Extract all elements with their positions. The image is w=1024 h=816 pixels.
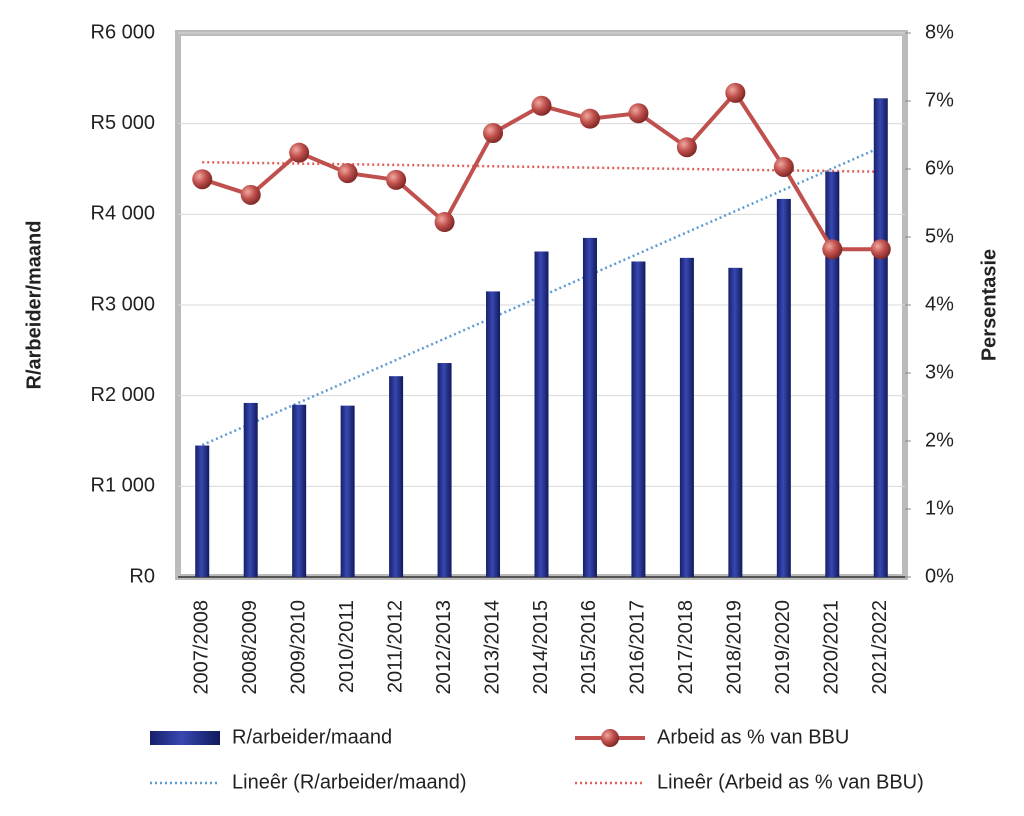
y2-tick-label: 3% — [925, 361, 954, 383]
marker — [434, 212, 455, 233]
x-tick-label: 2020/2021 — [821, 600, 843, 695]
x-tick-label: 2014/2015 — [530, 600, 552, 695]
x-tick-label: 2018/2019 — [724, 600, 746, 695]
y-tick-label: R5 000 — [91, 112, 156, 134]
marker — [822, 239, 843, 260]
x-tick-label: 2021/2022 — [869, 600, 891, 695]
bar — [340, 405, 355, 577]
bar — [873, 98, 888, 577]
y-tick-label: R1 000 — [91, 475, 156, 497]
marker — [289, 142, 310, 163]
y-tick-label: R3 000 — [91, 293, 156, 315]
marker — [192, 169, 213, 190]
y2-tick-label: 0% — [925, 565, 954, 587]
bar — [292, 404, 307, 577]
legend-marker — [601, 729, 619, 747]
bar — [243, 402, 258, 577]
y-tick-label: R6 000 — [91, 21, 156, 43]
y-axis-title: R/arbeider/maand — [23, 221, 45, 390]
legend-swatch — [150, 731, 220, 745]
x-tick-label: 2009/2010 — [287, 600, 309, 695]
y2-axis-title: Persentasie — [978, 249, 1000, 361]
bar — [679, 257, 694, 577]
x-tick-label: 2015/2016 — [578, 600, 600, 695]
bar — [486, 291, 501, 577]
x-tick-label: 2007/2008 — [191, 600, 213, 695]
y2-tick-label: 6% — [925, 157, 954, 179]
marker — [483, 122, 504, 143]
marker — [337, 163, 358, 184]
y2-tick-label: 2% — [925, 429, 954, 451]
trendline — [202, 160, 881, 173]
bar — [631, 261, 646, 577]
y-tick-label: R4 000 — [91, 203, 156, 225]
bar — [437, 363, 452, 577]
bar — [582, 237, 597, 577]
y2-tick-label: 5% — [925, 225, 954, 247]
legend-label: Lineêr (R/arbeider/maand) — [232, 771, 467, 793]
marker — [676, 137, 697, 158]
y2-tick-label: 1% — [925, 497, 954, 519]
marker — [870, 239, 891, 260]
x-tick-label: 2019/2020 — [772, 600, 794, 695]
x-tick-label: 2011/2012 — [384, 600, 406, 693]
marker — [531, 95, 552, 116]
marker — [579, 108, 600, 129]
x-tick-label: 2017/2018 — [675, 600, 697, 695]
y-tick-label: R2 000 — [91, 384, 156, 406]
bar — [389, 376, 404, 577]
x-tick-label: 2012/2013 — [433, 600, 455, 695]
marker — [240, 184, 261, 205]
bar — [776, 198, 791, 578]
bar — [728, 267, 743, 577]
bar — [195, 445, 210, 577]
y2-tick-label: 4% — [925, 293, 954, 315]
y2-tick-label: 7% — [925, 89, 954, 111]
marker — [773, 156, 794, 177]
marker — [725, 82, 746, 103]
y-tick-label: R0 — [129, 565, 155, 587]
legend-label: R/arbeider/maand — [232, 726, 392, 748]
marker — [628, 103, 649, 124]
legend-label: Lineêr (Arbeid as % van BBU) — [657, 771, 924, 793]
x-tick-label: 2016/2017 — [627, 600, 649, 695]
legend-label: Arbeid as % van BBU — [657, 726, 849, 748]
bar — [534, 251, 549, 578]
bar — [825, 171, 840, 577]
x-tick-label: 2013/2014 — [481, 600, 503, 695]
y2-tick-label: 8% — [925, 21, 954, 43]
x-tick-label: 2008/2009 — [239, 600, 261, 695]
marker — [386, 169, 407, 190]
x-tick-label: 2010/2011 — [336, 600, 358, 693]
